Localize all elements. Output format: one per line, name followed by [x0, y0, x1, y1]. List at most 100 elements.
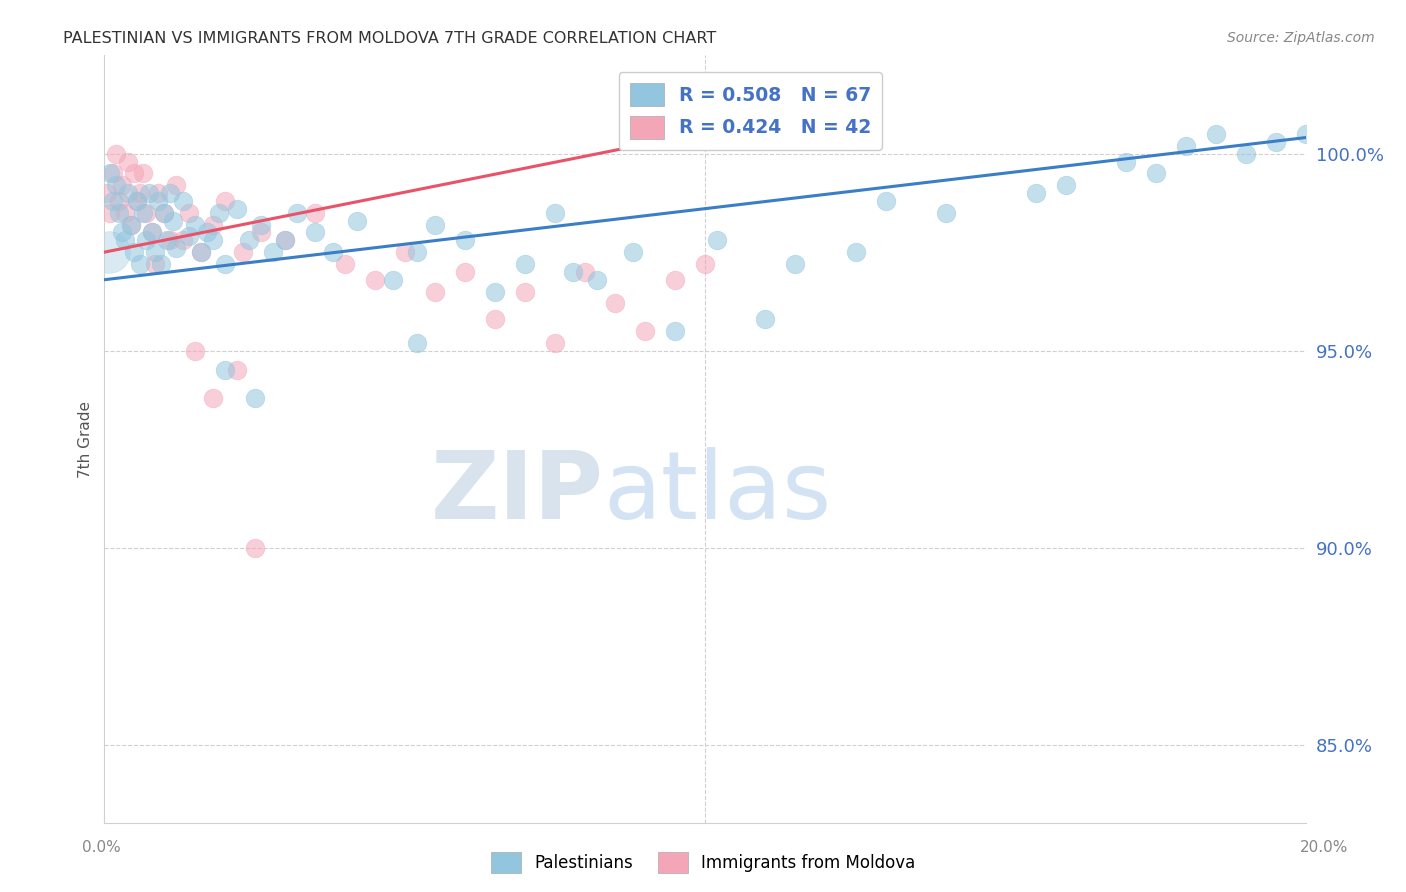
Point: [1054, 178, 1077, 193]
Point: [111, 178, 134, 193]
Point: [166, 241, 188, 255]
Point: [484, 285, 506, 299]
Point: [145, 257, 167, 271]
Point: [304, 226, 326, 240]
Point: [562, 265, 585, 279]
Point: [586, 273, 609, 287]
Point: [454, 265, 477, 279]
Point: [127, 194, 149, 208]
Point: [1234, 146, 1257, 161]
Point: [1144, 166, 1167, 180]
Point: [605, 296, 627, 310]
Point: [111, 226, 134, 240]
Point: [249, 218, 271, 232]
Point: [105, 146, 128, 161]
Point: [132, 166, 155, 180]
Point: [108, 206, 131, 220]
Point: [148, 186, 170, 200]
Y-axis label: 7th Grade: 7th Grade: [79, 401, 93, 478]
Point: [141, 226, 163, 240]
Point: [103, 166, 125, 180]
Point: [207, 206, 229, 220]
Point: [574, 265, 596, 279]
Point: [183, 343, 205, 358]
Point: [225, 202, 247, 216]
Point: [114, 233, 136, 247]
Point: [120, 218, 142, 232]
Point: [159, 186, 181, 200]
Text: atlas: atlas: [603, 447, 831, 539]
Point: [96, 186, 118, 200]
Point: [117, 186, 139, 200]
Point: [1308, 146, 1330, 161]
Point: [190, 245, 212, 260]
Point: [159, 233, 181, 247]
Point: [706, 233, 728, 247]
Point: [544, 206, 567, 220]
Point: [108, 194, 131, 208]
Point: [262, 245, 284, 260]
Point: [145, 245, 167, 260]
Point: [156, 233, 179, 247]
Point: [141, 226, 163, 240]
Point: [381, 273, 404, 287]
Point: [844, 245, 866, 260]
Point: [195, 226, 218, 240]
Point: [201, 233, 224, 247]
Text: 0.0%: 0.0%: [82, 840, 121, 855]
Point: [238, 233, 260, 247]
Text: Source: ZipAtlas.com: Source: ZipAtlas.com: [1227, 31, 1375, 45]
Point: [405, 245, 427, 260]
Point: [1175, 138, 1198, 153]
Point: [322, 245, 344, 260]
Point: [935, 206, 957, 220]
Text: ZIP: ZIP: [430, 447, 603, 539]
Text: 20.0%: 20.0%: [1301, 840, 1348, 855]
Point: [103, 194, 125, 208]
Point: [148, 194, 170, 208]
Point: [135, 233, 157, 247]
Point: [634, 324, 657, 338]
Point: [172, 194, 194, 208]
Point: [785, 257, 807, 271]
Point: [621, 245, 644, 260]
Point: [132, 206, 155, 220]
Point: [177, 206, 200, 220]
Point: [394, 245, 416, 260]
Point: [1205, 127, 1227, 141]
Point: [754, 312, 776, 326]
Point: [454, 233, 477, 247]
Point: [190, 245, 212, 260]
Point: [201, 218, 224, 232]
Point: [273, 233, 295, 247]
Point: [214, 194, 236, 208]
Point: [304, 206, 326, 220]
Point: [100, 166, 122, 180]
Point: [1265, 135, 1288, 149]
Point: [405, 335, 427, 350]
Point: [105, 178, 128, 193]
Point: [513, 257, 536, 271]
Point: [243, 541, 266, 555]
Point: [273, 233, 295, 247]
Point: [100, 206, 122, 220]
Point: [243, 391, 266, 405]
Point: [153, 206, 176, 220]
Point: [1115, 154, 1137, 169]
Legend: Palestinians, Immigrants from Moldova: Palestinians, Immigrants from Moldova: [484, 846, 922, 880]
Point: [285, 206, 308, 220]
Text: PALESTINIAN VS IMMIGRANTS FROM MOLDOVA 7TH GRADE CORRELATION CHART: PALESTINIAN VS IMMIGRANTS FROM MOLDOVA 7…: [63, 31, 717, 46]
Point: [150, 257, 173, 271]
Point: [129, 186, 152, 200]
Point: [124, 245, 146, 260]
Point: [214, 257, 236, 271]
Point: [214, 363, 236, 377]
Point: [201, 391, 224, 405]
Point: [484, 312, 506, 326]
Point: [695, 257, 717, 271]
Point: [114, 206, 136, 220]
Point: [225, 363, 247, 377]
Point: [1025, 186, 1047, 200]
Point: [120, 218, 142, 232]
Point: [127, 194, 149, 208]
